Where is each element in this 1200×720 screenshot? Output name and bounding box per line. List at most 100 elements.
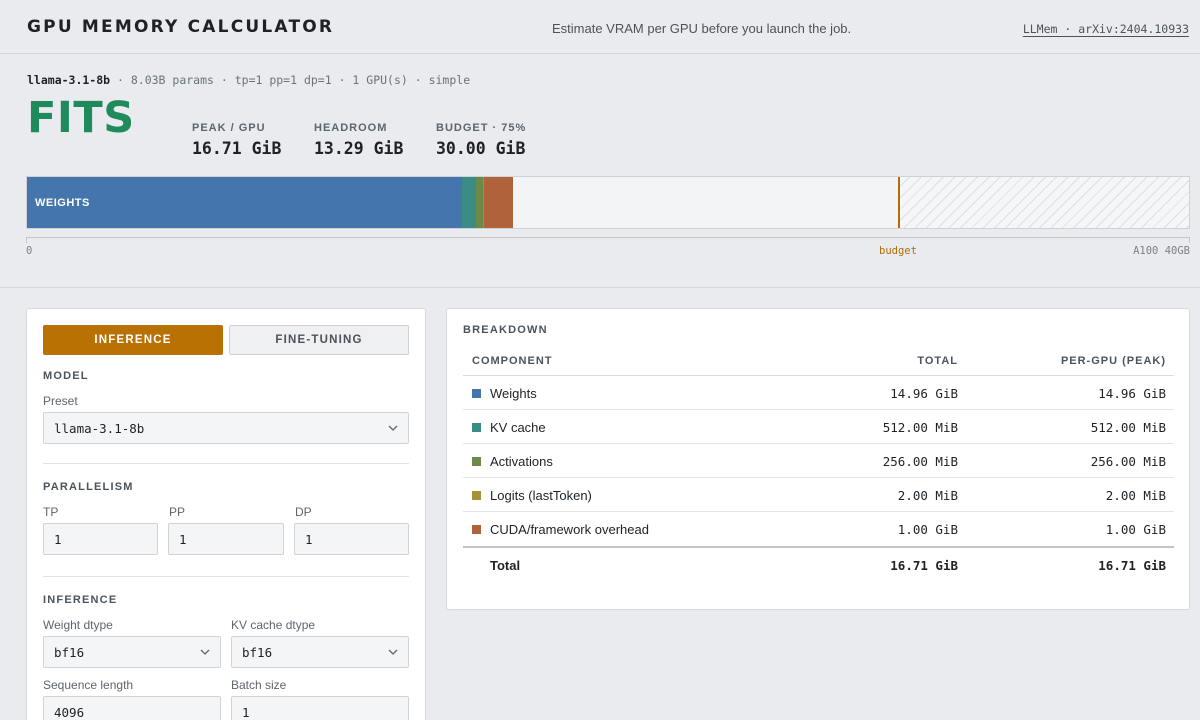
- breakdown-title: BREAKDOWN: [463, 324, 548, 336]
- swatch-logits: [472, 491, 481, 500]
- weight-dtype-label: Weight dtype: [43, 618, 113, 632]
- row-component: CUDA/framework overhead: [490, 522, 649, 537]
- tab-inference[interactable]: INFERENCE: [43, 325, 223, 355]
- total-label: Total: [490, 558, 521, 573]
- top-bar: GPU MEMORY CALCULATOR Estimate VRAM per …: [0, 0, 1200, 54]
- preset-select[interactable]: llama-3.1-8b: [43, 412, 409, 444]
- config-details: · 8.03B params · tp=1 pp=1 dp=1 · 1 GPU(…: [110, 73, 471, 87]
- stat-budget-label: BUDGET · 75%: [436, 122, 527, 134]
- weight-dtype-value: bf16: [54, 644, 85, 660]
- tab-fine-tuning[interactable]: FINE-TUNING: [229, 325, 409, 355]
- row-total: 256.00 MiB: [882, 454, 958, 469]
- row-component: Activations: [490, 454, 553, 469]
- fit-verdict: FITS: [27, 93, 135, 143]
- table-row: Activations 256.00 MiB 256.00 MiB: [463, 444, 1174, 478]
- table-row: CUDA/framework overhead 1.00 GiB 1.00 Gi…: [463, 512, 1174, 546]
- batch-size-label: Batch size: [231, 678, 287, 692]
- row-total: 2.00 MiB: [897, 488, 958, 503]
- row-component: Weights: [490, 386, 537, 401]
- total-per-gpu: 16.71 GiB: [1098, 558, 1166, 573]
- bar-segment-overhead: [484, 177, 514, 228]
- swatch-overhead: [472, 525, 481, 534]
- mode-tabs: INFERENCE FINE-TUNING: [43, 325, 409, 355]
- axis-min-label: 0: [26, 245, 33, 257]
- col-total: TOTAL: [917, 355, 958, 367]
- over-budget-region: [898, 177, 1189, 228]
- app-title: GPU MEMORY CALCULATOR: [27, 17, 335, 37]
- memory-summary: llama-3.1-8b · 8.03B params · tp=1 pp=1 …: [0, 55, 1200, 288]
- pp-value: 1: [179, 531, 187, 547]
- stat-budget: BUDGET · 75% 30.00 GiB: [436, 122, 526, 158]
- col-per-gpu: PER-GPU (PEAK): [1060, 355, 1166, 367]
- batch-size-value: 1: [242, 704, 250, 720]
- budget-marker: [897, 177, 900, 228]
- table-row: Weights 14.96 GiB 14.96 GiB: [463, 376, 1174, 410]
- axis-max-label: A100 40GB: [1133, 245, 1190, 257]
- table-row: Logits (lastToken) 2.00 MiB 2.00 MiB: [463, 478, 1174, 512]
- chevron-down-icon: [388, 425, 398, 431]
- row-per-gpu: 256.00 MiB: [1090, 454, 1166, 469]
- total-row: Total 16.71 GiB 16.71 GiB: [463, 546, 1174, 581]
- row-total: 1.00 GiB: [897, 522, 958, 537]
- swatch-weights: [472, 389, 481, 398]
- tp-input[interactable]: 1: [43, 523, 158, 555]
- tagline: Estimate VRAM per GPU before you launch …: [552, 21, 852, 36]
- bar-segment-activations: [476, 177, 484, 228]
- table-header: COMPONENT TOTAL PER-GPU (PEAK): [463, 344, 1174, 376]
- breakdown-table: COMPONENT TOTAL PER-GPU (PEAK) Weights 1…: [463, 344, 1174, 581]
- divider: [43, 576, 409, 577]
- axis-budget-label: budget: [879, 245, 917, 257]
- row-per-gpu: 1.00 GiB: [1105, 522, 1166, 537]
- bar-segment-kv-cache: [461, 177, 477, 228]
- tp-value: 1: [54, 531, 62, 547]
- seq-len-input[interactable]: 4096: [43, 696, 221, 720]
- chevron-down-icon: [388, 649, 398, 655]
- weight-dtype-select[interactable]: bf16: [43, 636, 221, 668]
- config-panel: INFERENCE FINE-TUNING MODEL Preset llama…: [26, 308, 426, 720]
- section-inference: INFERENCE: [43, 594, 118, 606]
- stat-budget-value: 30.00 GiB: [436, 139, 526, 158]
- batch-size-input[interactable]: 1: [231, 696, 409, 720]
- stat-headroom-value: 13.29 GiB: [314, 139, 404, 158]
- section-model: MODEL: [43, 370, 89, 382]
- pp-input[interactable]: 1: [168, 523, 284, 555]
- memory-axis: [26, 237, 1190, 243]
- stat-peak: PEAK / GPU 16.71 GiB: [192, 122, 281, 158]
- dp-input[interactable]: 1: [294, 523, 409, 555]
- chevron-down-icon: [200, 649, 210, 655]
- total-value: 16.71 GiB: [890, 558, 958, 573]
- stat-peak-label: PEAK / GPU: [192, 122, 266, 134]
- memory-bar: WEIGHTS: [26, 176, 1190, 229]
- pp-label: PP: [169, 505, 186, 519]
- kv-dtype-select[interactable]: bf16: [231, 636, 409, 668]
- dp-label: DP: [295, 505, 312, 519]
- tp-label: TP: [43, 505, 59, 519]
- row-per-gpu: 512.00 MiB: [1090, 420, 1166, 435]
- breakdown-card: BREAKDOWN COMPONENT TOTAL PER-GPU (PEAK)…: [446, 308, 1190, 610]
- kv-dtype-label: KV cache dtype: [231, 618, 316, 632]
- bar-segment-label: WEIGHTS: [35, 197, 90, 209]
- bar-segment-logits: [483, 177, 485, 228]
- stat-peak-value: 16.71 GiB: [192, 139, 282, 158]
- swatch-kv-cache: [472, 423, 481, 432]
- row-component: KV cache: [490, 420, 546, 435]
- preset-value: llama-3.1-8b: [54, 420, 145, 436]
- seq-len-value: 4096: [54, 704, 85, 720]
- stat-headroom-label: HEADROOM: [314, 122, 388, 134]
- row-total: 14.96 GiB: [890, 386, 958, 401]
- col-component: COMPONENT: [472, 355, 553, 367]
- bar-segment-weights: WEIGHTS: [27, 177, 462, 228]
- stat-headroom: HEADROOM 13.29 GiB: [314, 122, 403, 158]
- row-total: 512.00 MiB: [882, 420, 958, 435]
- config-meta: llama-3.1-8b · 8.03B params · tp=1 pp=1 …: [27, 73, 470, 87]
- section-parallelism: PARALLELISM: [43, 481, 134, 493]
- dp-value: 1: [305, 531, 313, 547]
- row-component: Logits (lastToken): [490, 488, 592, 503]
- swatch-activations: [472, 457, 481, 466]
- preset-label: Preset: [43, 394, 78, 408]
- kv-dtype-value: bf16: [242, 644, 273, 660]
- reference-link[interactable]: LLMem · arXiv:2404.10933: [1022, 22, 1189, 36]
- seq-len-label: Sequence length: [43, 678, 134, 692]
- row-per-gpu: 2.00 MiB: [1105, 488, 1166, 503]
- divider: [43, 463, 409, 464]
